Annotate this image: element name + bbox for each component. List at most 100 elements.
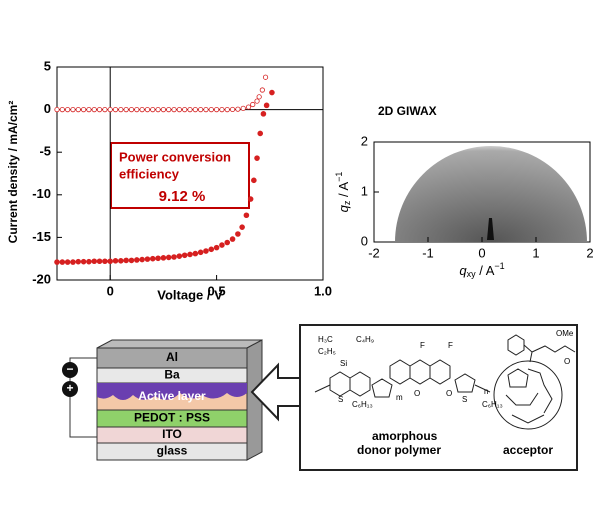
- bond: [314, 384, 491, 393]
- terminal-sign: −: [66, 362, 73, 376]
- data-point: [192, 250, 199, 257]
- data-point: [203, 248, 209, 254]
- data-point: [176, 107, 182, 113]
- data-point: [112, 258, 119, 264]
- plot-frame: [56, 66, 324, 281]
- label-part: q: [459, 263, 467, 278]
- layer-label: Ba: [164, 368, 180, 382]
- y-tick-label: -15: [32, 229, 51, 244]
- data-point: [149, 255, 156, 262]
- annotation-value: 9.12 %: [159, 188, 206, 205]
- data-point: [182, 107, 188, 113]
- data-point: [171, 254, 177, 260]
- data-point: [240, 105, 246, 111]
- data-point: [91, 107, 97, 113]
- atom-label: OMe: [556, 329, 574, 338]
- data-point: [219, 242, 225, 248]
- atom-label: H₃C: [318, 335, 333, 344]
- data-point: [139, 256, 145, 263]
- layer-label: Al: [166, 350, 178, 364]
- donor-domain: [97, 383, 247, 400]
- data-point: [176, 253, 183, 259]
- label-part: / A: [476, 263, 495, 278]
- data-point: [65, 107, 71, 113]
- data-point: [112, 107, 119, 113]
- data-point: [118, 107, 124, 113]
- ring: [454, 373, 476, 393]
- data-point: [197, 249, 204, 256]
- ring: [507, 334, 525, 356]
- data-point: [80, 258, 87, 265]
- data-point: [123, 107, 129, 113]
- data-point: [134, 107, 140, 113]
- terminal-sign: +: [66, 381, 73, 395]
- data-point: [181, 252, 188, 259]
- data-point: [64, 259, 71, 265]
- data-point: [144, 107, 151, 113]
- data-point: [91, 258, 98, 265]
- data-point: [239, 224, 245, 230]
- data-point: [245, 104, 252, 110]
- data-point: [224, 239, 231, 246]
- terminal: [62, 362, 78, 378]
- data-point: [96, 258, 103, 265]
- label-part: −1: [334, 172, 344, 182]
- label-part: −1: [494, 261, 504, 271]
- data-point: [219, 107, 225, 113]
- atom-labels: H₃C C₄H₉ C₂H₅ Si C₆H₁₃ F F O O S S C₆H₁₃ m n OMe O: [318, 329, 574, 409]
- data-point: [86, 107, 92, 113]
- data-point: [269, 89, 275, 96]
- atom-label: C₄H₉: [356, 335, 374, 344]
- data-point: [235, 231, 241, 237]
- data-point: [54, 107, 60, 113]
- data-point: [160, 255, 167, 261]
- data-point: [102, 107, 108, 113]
- data-point: [166, 107, 172, 113]
- data-point: [150, 107, 156, 113]
- data-point: [165, 254, 172, 261]
- data-point: [263, 102, 270, 109]
- data-point: [208, 246, 215, 253]
- device-stack: − +: [62, 339, 263, 461]
- data-point: [107, 107, 113, 113]
- terminal: [62, 381, 78, 397]
- donor-label: amorphous: [372, 429, 438, 443]
- data-point: [262, 74, 269, 80]
- data-point: [247, 196, 254, 202]
- x-tick-label: 1.0: [314, 283, 332, 298]
- y-tick-label: 0: [44, 101, 51, 116]
- data-point: [251, 177, 257, 184]
- x-tick-label: -1: [422, 245, 434, 260]
- data-point: [229, 106, 236, 113]
- acceptor-label: acceptor: [503, 443, 553, 457]
- y-axis-label: Current density / mA/cm²: [6, 101, 20, 244]
- data-point: [192, 107, 198, 113]
- data-point: [75, 258, 82, 265]
- data-point: [254, 155, 260, 161]
- layer-label: Active layer: [138, 389, 206, 403]
- atom-label: C₆H₁₃: [482, 400, 503, 409]
- data-point: [257, 130, 264, 137]
- data-point: [134, 257, 140, 263]
- x-tick-label: 0: [107, 283, 114, 298]
- x-tick-label: 0.5: [208, 283, 226, 298]
- data-point: [187, 251, 193, 258]
- atom-label: S: [338, 395, 343, 404]
- layer-label: ITO: [162, 427, 182, 441]
- x-tick-label: 1: [532, 245, 539, 260]
- atom-label: O: [564, 357, 570, 366]
- annotation-box: [110, 142, 250, 209]
- specular-peak: [487, 218, 494, 240]
- data-point: [214, 107, 220, 113]
- atom-label: F: [448, 341, 453, 350]
- data-point: [229, 236, 236, 242]
- data-point: [123, 257, 129, 264]
- fullerene-cage: [505, 368, 553, 424]
- structure-box: [299, 324, 578, 471]
- stack-top: [96, 339, 263, 349]
- data-point: [102, 258, 108, 265]
- y-tick-label: 2: [361, 133, 368, 148]
- bond: [523, 344, 576, 363]
- wire: [69, 357, 97, 438]
